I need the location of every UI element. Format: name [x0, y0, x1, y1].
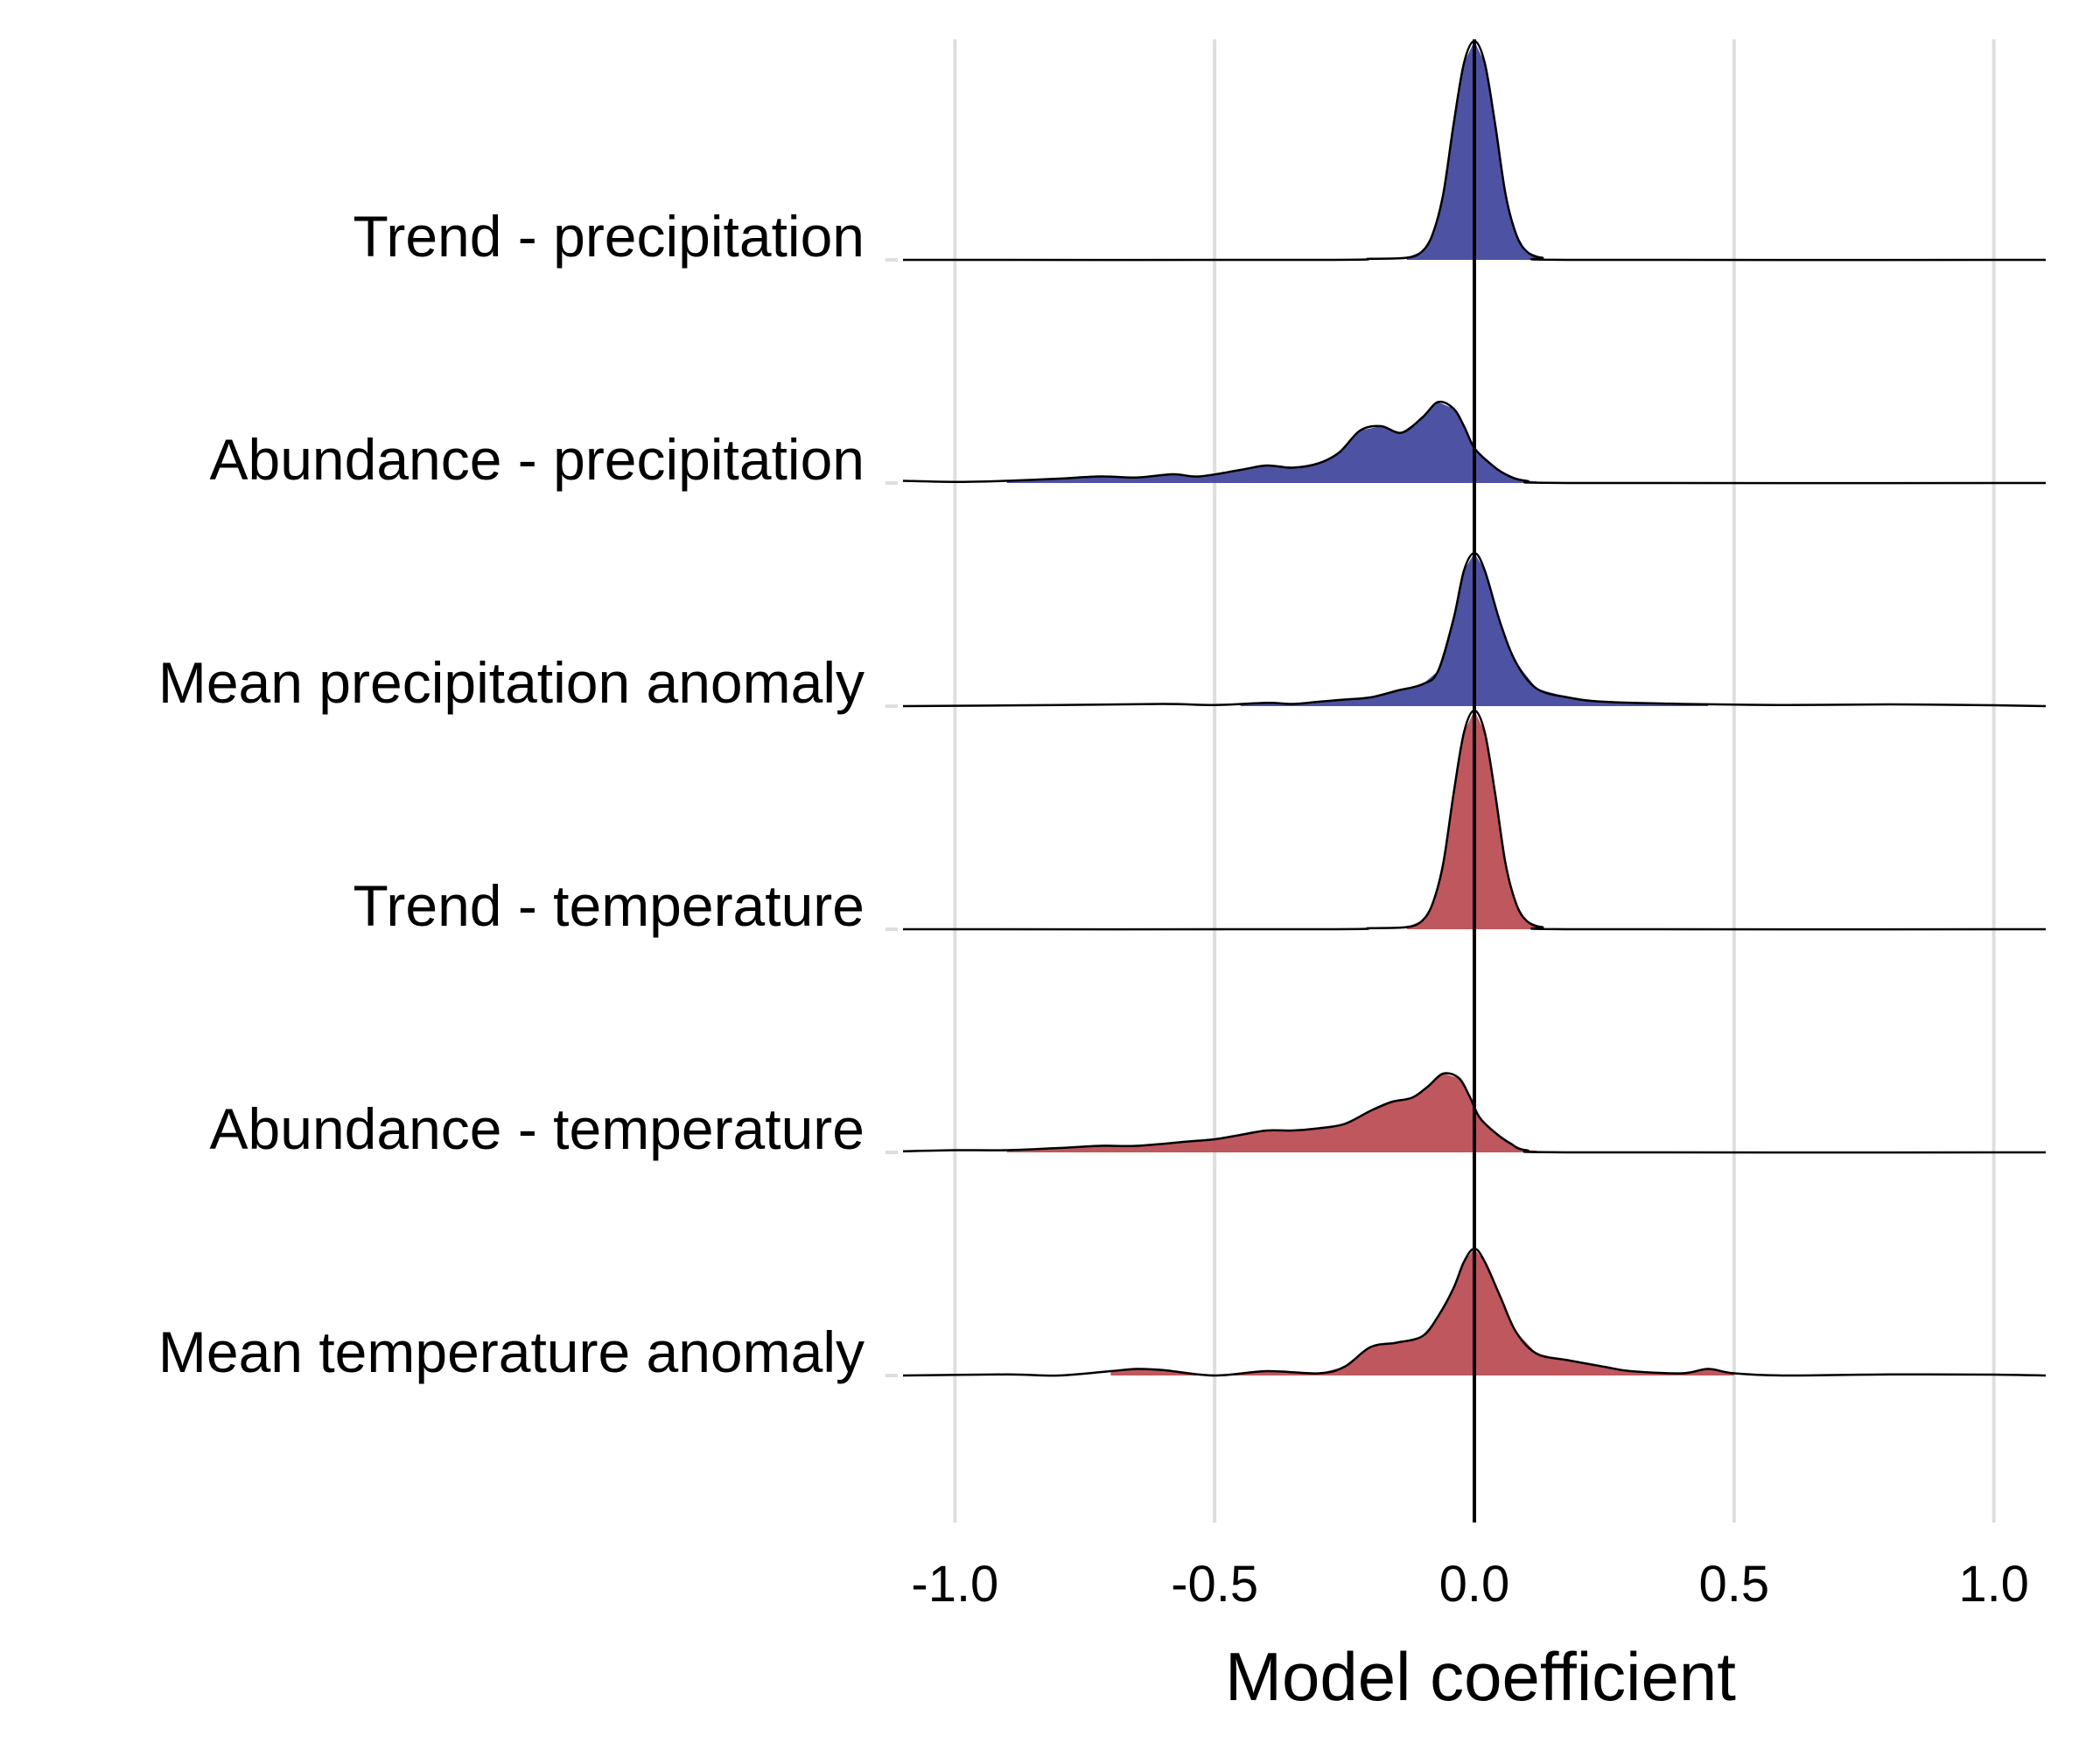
- ridge-outline-2: [902, 551, 2047, 708]
- x-tick-label-1: -0.5: [1171, 1556, 1258, 1613]
- row-label-3: Trend - temperature: [354, 873, 864, 938]
- x-tick-label-3: 0.5: [1698, 1556, 1769, 1613]
- ridge-4: [902, 1072, 2047, 1154]
- row-label-0: Trend - precipitation: [354, 204, 865, 269]
- ridge-outline-4: [902, 1072, 2047, 1154]
- row-label-2: Mean precipitation anomaly: [158, 650, 864, 715]
- x-tick-label-4: 1.0: [1958, 1556, 2029, 1613]
- ridge-outline-0: [902, 39, 2047, 262]
- row-label-5: Mean temperature anomaly: [158, 1320, 864, 1384]
- ridge-fill-4: [1006, 1074, 1537, 1152]
- ridge-1: [902, 400, 2047, 485]
- x-tick-label-2: 0.0: [1439, 1556, 1510, 1613]
- row-label-4: Abundance - temperature: [210, 1096, 864, 1161]
- ridge-fill-1: [1006, 402, 1537, 483]
- ridge-outline-1: [902, 400, 2047, 485]
- ridge-fill-5: [1110, 1250, 1734, 1376]
- ridge-5: [902, 1247, 2047, 1377]
- ridge-outline-3: [902, 709, 2047, 931]
- ridge-outline-5: [902, 1247, 2047, 1377]
- row-label-1: Abundance - precipitation: [210, 427, 865, 492]
- row-label-layer: Trend - precipitation Abundance - precipi…: [158, 204, 898, 1384]
- x-tick-layer: -1.0 -0.5 0.0 0.5 1.0: [911, 1556, 2029, 1613]
- x-axis-title: Model coefficient: [1225, 1638, 1736, 1715]
- x-tick-label-0: -1.0: [911, 1556, 998, 1613]
